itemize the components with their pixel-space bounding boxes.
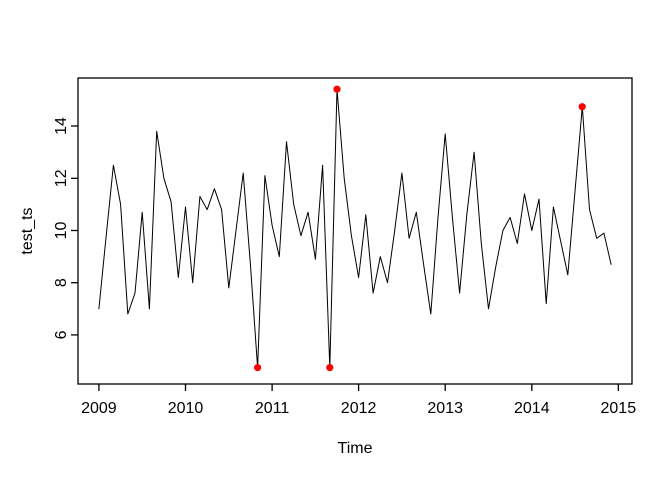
outlier-point: [326, 364, 334, 372]
x-tick-label: 2014: [514, 400, 550, 417]
y-tick-label: 10: [53, 222, 70, 240]
outlier-point: [254, 364, 262, 372]
y-axis-title: test_ts: [19, 207, 36, 254]
y-tick-label: 12: [53, 169, 70, 187]
series-line: [98, 88, 612, 369]
outlier-point: [333, 85, 341, 93]
plot-box: [77, 77, 633, 385]
y-tick-label: 14: [53, 117, 70, 135]
x-tick-label: 2015: [601, 400, 637, 417]
x-axis: 2009 2010 2011 2012 2013 2014 2015: [81, 384, 636, 417]
y-tick-label: 8: [53, 278, 70, 287]
x-axis-title: Time: [338, 440, 373, 457]
x-tick-label: 2010: [168, 400, 204, 417]
outlier-points: [254, 85, 586, 372]
x-tick-label: 2009: [81, 400, 117, 417]
x-tick-label: 2011: [255, 400, 290, 417]
y-axis: 6 8 10 12 14: [53, 117, 78, 339]
outlier-point: [578, 103, 586, 111]
x-tick-label: 2012: [341, 400, 377, 417]
x-tick-label: 2013: [427, 400, 463, 417]
y-tick-label: 6: [53, 330, 70, 339]
